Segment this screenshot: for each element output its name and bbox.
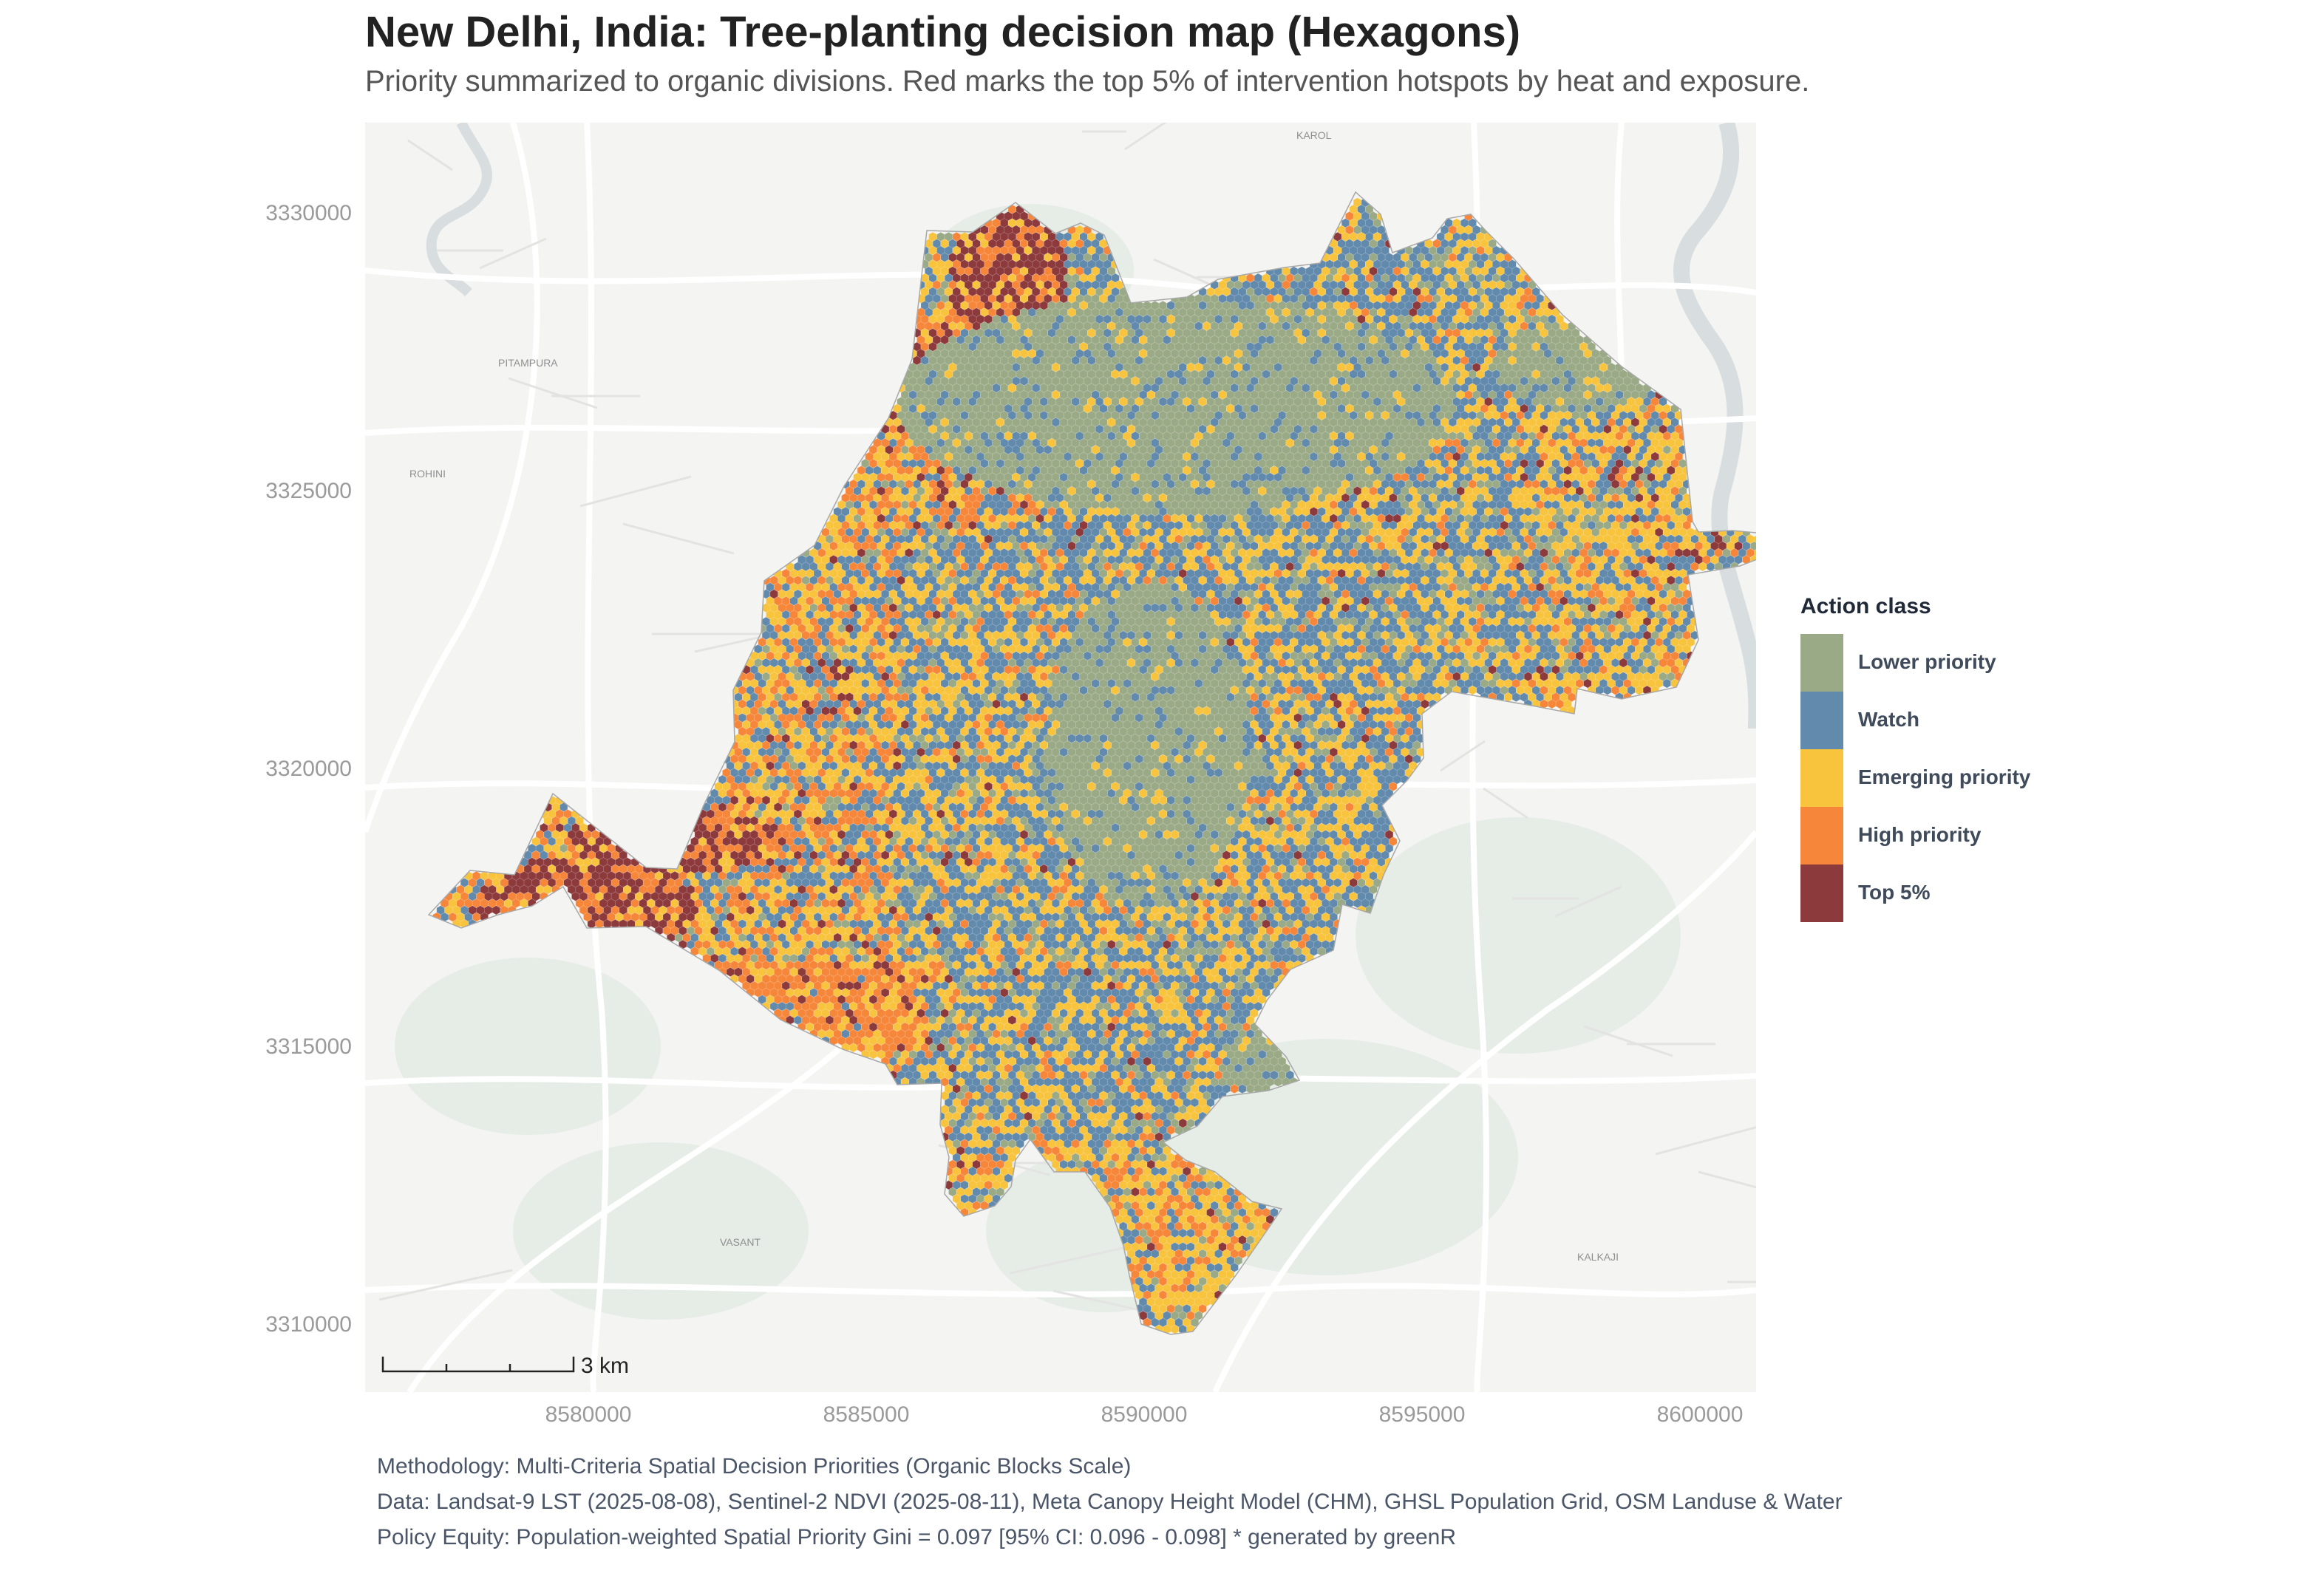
y-tick-label: 3325000 <box>265 479 352 503</box>
x-tick-label: 8590000 <box>1101 1402 1188 1427</box>
map-subtitle: Priority summarized to organic divisions… <box>365 65 1810 98</box>
basemap-place-label: PITAMPURA <box>498 357 558 369</box>
legend-item-high-priority[interactable]: High priority <box>1800 807 1981 864</box>
legend-item-top-5[interactable]: Top 5% <box>1800 864 1931 922</box>
legend-label: Lower priority <box>1858 650 1996 673</box>
y-tick-label: 3330000 <box>265 201 352 225</box>
legend-label: Watch <box>1858 708 1919 731</box>
legend-label: Emerging priority <box>1858 765 2031 788</box>
street <box>579 475 692 508</box>
street <box>1440 740 1486 772</box>
x-tick-label: 8600000 <box>1656 1402 1744 1427</box>
street <box>378 1269 513 1301</box>
x-tick-label: 8580000 <box>545 1402 632 1427</box>
scale-bar-line <box>381 1357 575 1373</box>
hexagon-layer <box>432 197 1756 1334</box>
street <box>479 237 547 270</box>
legend-swatch <box>1800 634 1843 692</box>
legend-label: High priority <box>1858 823 1982 846</box>
legend-swatch <box>1800 749 1843 807</box>
basemap-place-label: VASANT <box>720 1236 761 1248</box>
scale-bar-label: 3 km <box>581 1354 629 1378</box>
street <box>407 139 453 171</box>
road <box>407 1007 885 1392</box>
caption-methodology: Methodology: Multi-Criteria Spatial Deci… <box>377 1454 1132 1479</box>
x-tick-label: 8585000 <box>823 1402 910 1427</box>
legend-swatch <box>1800 864 1843 922</box>
street <box>1010 1242 1144 1275</box>
district-boundary <box>427 191 1756 1335</box>
road <box>365 123 540 833</box>
legend-swatch <box>1800 807 1843 864</box>
legend-title: Action class <box>1800 594 1931 618</box>
caption-equity: Policy Equity: Population-weighted Spati… <box>377 1525 1457 1549</box>
park-area <box>1356 817 1681 1054</box>
x-tick-label: 8595000 <box>1378 1402 1466 1427</box>
decision-map[interactable]: PITAMPURAROHINIKAROLNIZAMUDDINVASANTKALK… <box>365 123 1756 1392</box>
street <box>508 377 598 409</box>
legend-item-watch[interactable]: Watch <box>1800 692 1931 749</box>
scale-bar: 3 km <box>381 1354 629 1378</box>
legend-swatch <box>1800 692 1843 749</box>
map-title: New Delhi, India: Tree-planting decision… <box>365 8 1521 56</box>
legend: Action class Lower priority Watch Emergi… <box>1800 594 2030 922</box>
basemap-place-label: KALKAJI <box>1577 1251 1619 1263</box>
street <box>1483 787 1528 819</box>
park-area <box>395 958 661 1135</box>
road <box>1212 830 1756 1392</box>
park-area <box>513 1142 809 1320</box>
basemap-place-label: ROHINI <box>409 468 446 480</box>
basemap-place-label: KAROL <box>1296 129 1332 141</box>
y-tick-label: 3310000 <box>265 1312 352 1337</box>
caption-data: Data: Landsat-9 LST (2025-08-08), Sentin… <box>377 1490 1843 1514</box>
street <box>1124 123 1167 151</box>
hex-top-5 <box>468 204 1743 1321</box>
street <box>1655 1126 1756 1156</box>
y-tick-label: 3320000 <box>265 757 352 781</box>
street <box>1698 1170 1756 1189</box>
legend-item-lower-priority[interactable]: Lower priority <box>1800 634 1996 692</box>
legend-item-emerging-priority[interactable]: Emerging priority <box>1800 749 2030 807</box>
basemap-features <box>365 123 1756 1392</box>
legend-label: Top 5% <box>1858 881 1931 904</box>
road <box>365 267 1756 296</box>
street <box>1583 1025 1673 1057</box>
y-tick-label: 3315000 <box>265 1034 352 1059</box>
canal <box>426 123 492 297</box>
street <box>1554 885 1622 918</box>
street <box>622 522 735 555</box>
river <box>1673 123 1756 729</box>
